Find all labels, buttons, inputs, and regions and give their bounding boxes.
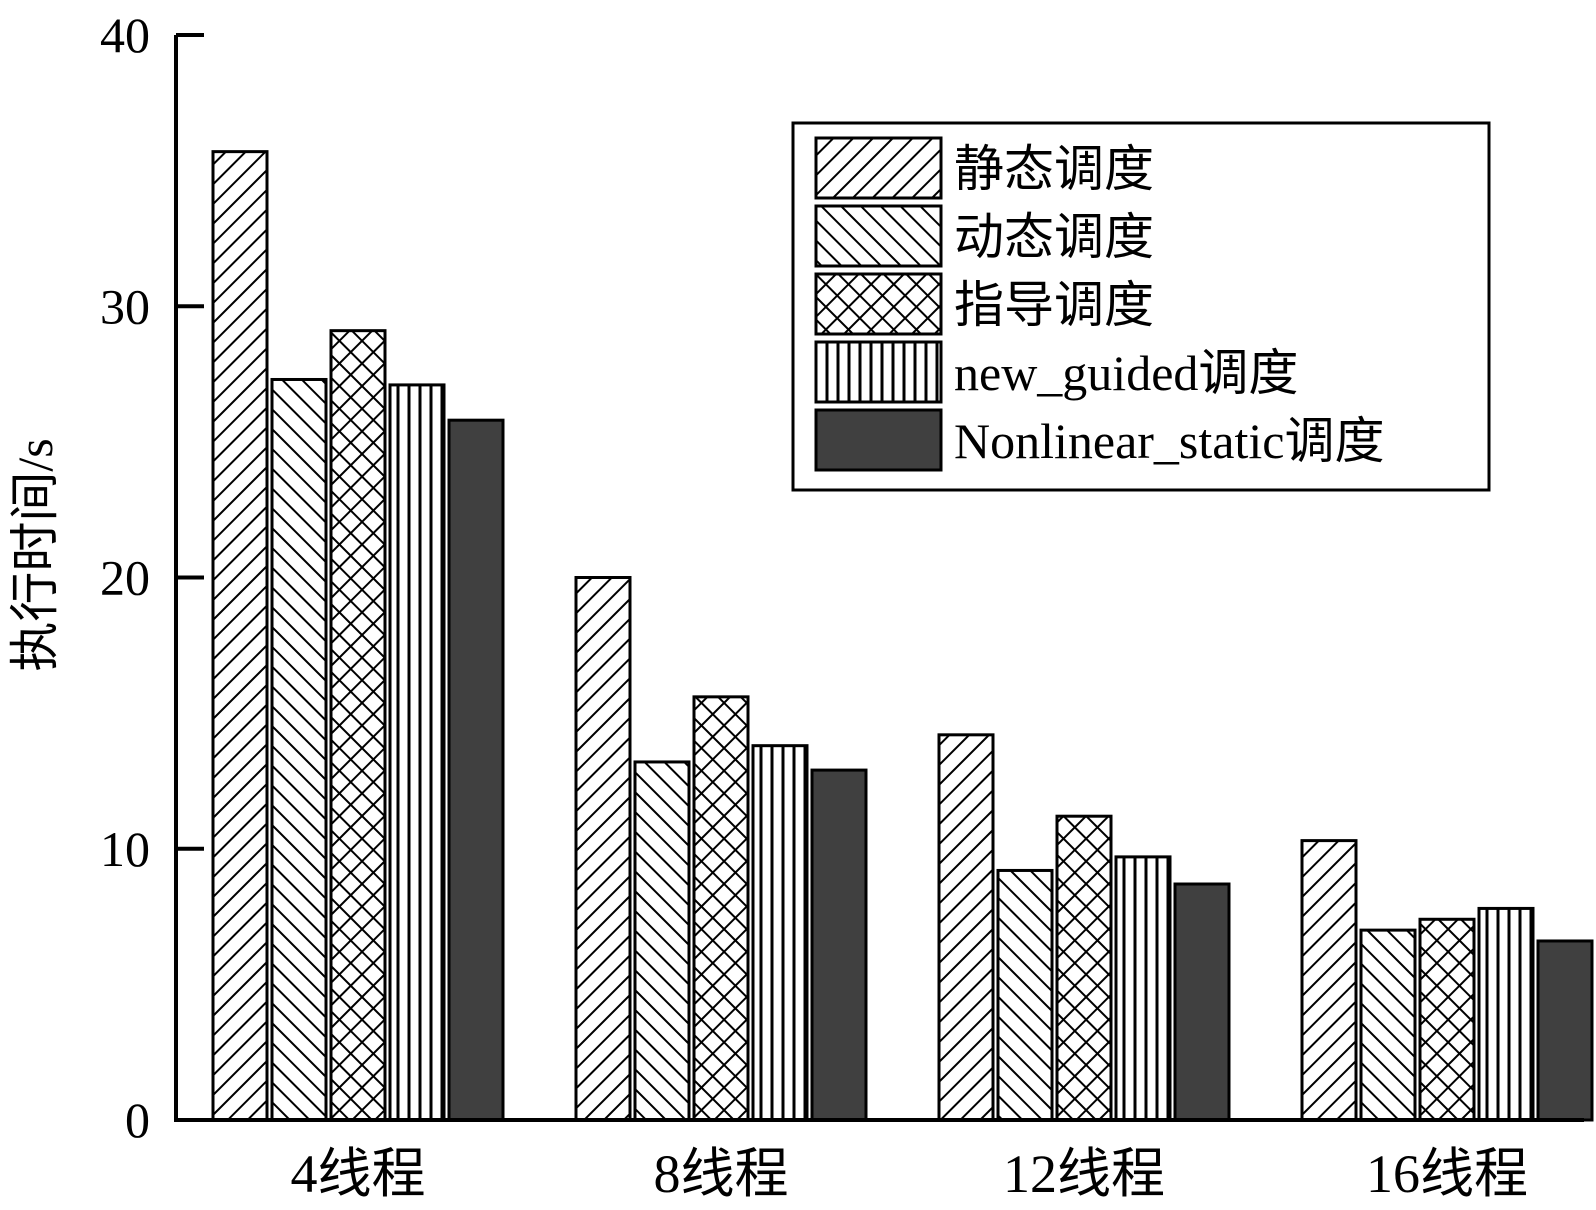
bar-3-4 — [1418, 917, 1476, 1122]
axes: 0 10 20 30 40 4线程 8线程 12线程 16线程 — [100, 7, 1584, 1204]
legend-swatch-3 — [814, 272, 943, 336]
bar-2-4 — [1359, 928, 1417, 1122]
bar-4-3 — [1114, 855, 1172, 1122]
x-category-label: 8线程 — [654, 1144, 789, 1204]
y-tick-label: 20 — [100, 550, 150, 606]
bar-3-2 — [692, 695, 750, 1122]
bar-4-4 — [1477, 906, 1535, 1122]
bar-1-4 — [1300, 839, 1358, 1122]
bar-5-2 — [810, 768, 868, 1122]
legend-label-4: new_guided调度 — [954, 345, 1298, 401]
bar-1-2 — [574, 576, 632, 1122]
bar-5-3 — [1173, 882, 1231, 1122]
bars-group — [211, 150, 1594, 1122]
legend-swatch-5 — [814, 408, 943, 472]
x-category-label: 16线程 — [1366, 1144, 1528, 1204]
bar-2-2 — [633, 760, 691, 1122]
y-tick-label: 10 — [100, 821, 150, 877]
legend-label-1: 静态调度 — [954, 141, 1154, 197]
legend-swatch-4 — [814, 340, 943, 404]
bar-3-1 — [329, 329, 387, 1122]
bar-5-1 — [447, 418, 505, 1122]
bar-1-1 — [211, 150, 269, 1122]
legend-label-3: 指导调度 — [954, 277, 1154, 333]
bar-3-3 — [1055, 814, 1113, 1122]
y-axis-label: 执行时间/s — [7, 438, 63, 671]
legend-swatch-1 — [814, 136, 943, 200]
y-ticks: 0 10 20 30 40 — [100, 7, 204, 1148]
bar-5-4 — [1536, 939, 1594, 1122]
legend-label-2: 动态调度 — [954, 209, 1154, 265]
y-tick-label: 0 — [125, 1092, 150, 1148]
bar-4-1 — [388, 383, 446, 1122]
legend-label-5: Nonlinear_static调度 — [954, 413, 1384, 469]
y-tick-label: 30 — [100, 278, 150, 334]
bar-4-2 — [751, 744, 809, 1122]
bar-2-3 — [996, 868, 1054, 1122]
y-tick-label: 40 — [100, 7, 150, 63]
legend-swatch-2 — [814, 204, 943, 268]
x-category-label: 12线程 — [1003, 1144, 1165, 1204]
x-category-label: 4线程 — [291, 1144, 426, 1204]
x-category-labels: 4线程 8线程 12线程 16线程 — [291, 1144, 1529, 1204]
bar-2-1 — [270, 377, 328, 1122]
bar-1-3 — [937, 733, 995, 1122]
